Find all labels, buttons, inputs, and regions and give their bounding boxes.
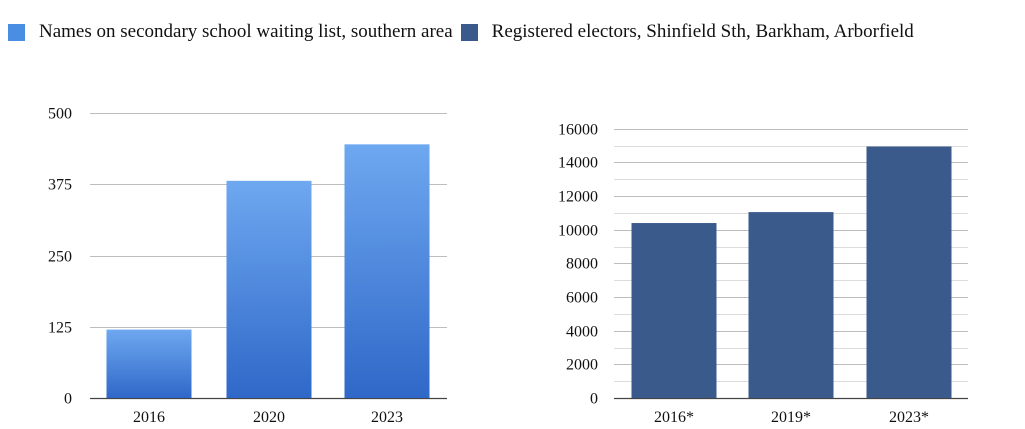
y-tick-label: 10000 <box>558 223 598 240</box>
bar-el-2019 <box>748 212 834 398</box>
y-tick-label: 250 <box>48 249 72 266</box>
x-tick-label: 2023* <box>889 409 929 426</box>
electors-chart: 0 2000 4000 6000 8000 10000 12000 14000 16000 201… <box>558 122 968 426</box>
y-tick-label: 375 <box>48 177 72 194</box>
y-tick-label: 0 <box>64 391 72 408</box>
y-tick-label: 125 <box>48 320 72 337</box>
y-tick-label: 500 <box>48 106 72 123</box>
bar-el-2016 <box>631 223 717 398</box>
legend-item-electors: Registered electors, Shinfield Sth, Bark… <box>460 21 914 43</box>
legend-swatch-electors <box>460 23 478 41</box>
bar-wl-2020 <box>226 180 312 398</box>
x-tick-label: 2016 <box>133 409 165 426</box>
y-tick-label: 14000 <box>558 155 598 172</box>
y-tick-label: 16000 <box>558 122 598 139</box>
legend: Names on secondary school waiting list, … <box>8 18 922 46</box>
legend-label-waiting-list: Names on secondary school waiting list, … <box>39 21 453 42</box>
y-tick-label: 12000 <box>558 189 598 206</box>
x-tick-label: 2020 <box>253 409 285 426</box>
y-tick-label: 0 <box>590 391 598 408</box>
x-tick-label: 2016* <box>654 409 694 426</box>
y-tick-label: 2000 <box>566 357 598 374</box>
bar-el-2023 <box>866 146 952 398</box>
legend-label-electors: Registered electors, Shinfield Sth, Bark… <box>491 21 914 42</box>
x-tick-label: 2019* <box>771 409 811 426</box>
bar-wl-2016 <box>106 329 192 398</box>
legend-swatch-waiting-list <box>8 23 25 41</box>
y-tick-label: 6000 <box>566 290 598 307</box>
bar-wl-2023 <box>344 144 430 398</box>
legend-item-waiting-list: Names on secondary school waiting list, … <box>8 21 453 43</box>
waiting-list-chart: 0 125 250 375 500 2016 2020 2023 <box>48 106 447 426</box>
y-tick-label: 8000 <box>566 256 598 273</box>
x-tick-label: 2023 <box>371 409 403 426</box>
y-tick-label: 4000 <box>566 324 598 341</box>
